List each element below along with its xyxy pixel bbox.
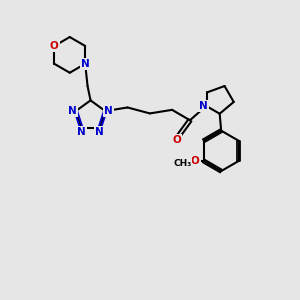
Text: N: N <box>68 106 77 116</box>
Text: O: O <box>172 135 181 145</box>
Text: N: N <box>81 59 90 69</box>
Text: O: O <box>191 156 200 166</box>
Text: N: N <box>199 101 208 111</box>
Text: N: N <box>77 127 86 137</box>
Text: N: N <box>104 106 113 116</box>
Text: CH₃: CH₃ <box>173 159 191 168</box>
Text: N: N <box>95 127 104 137</box>
Text: O: O <box>50 41 59 51</box>
